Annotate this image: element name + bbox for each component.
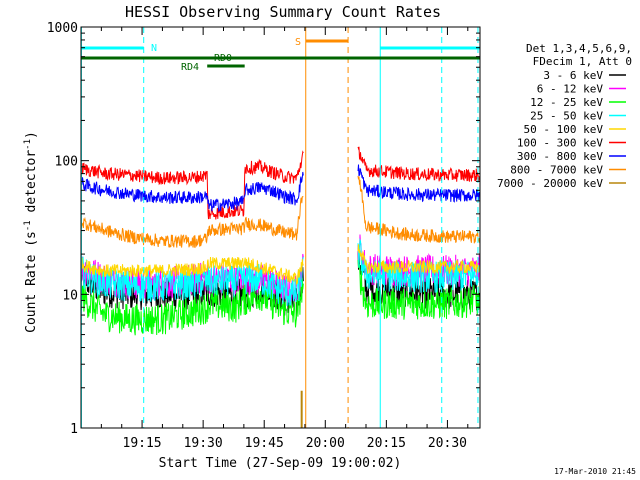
legend-label: 12 - 25 keV — [530, 96, 603, 109]
chart-title: HESSI Observing Summary Count Rates — [125, 3, 441, 21]
legend-header-2: FDecim 1, Att 0 — [533, 55, 632, 68]
legend-label: 3 - 6 keV — [543, 69, 603, 82]
series-line — [81, 164, 480, 213]
y-axis-label-sup2: -1 — [23, 139, 33, 150]
n-label: N — [151, 43, 157, 54]
s-label: S — [295, 37, 301, 48]
legend-label: 6 - 12 keV — [537, 83, 604, 96]
plot-area: S N RD0 RD4 1 10 100 1000 19:15 19:30 19:45 20:00 20… — [47, 21, 481, 451]
series-5 — [81, 146, 480, 220]
rd4-label: RD4 — [181, 62, 199, 73]
y-axis-label-mid: detector — [24, 150, 39, 221]
x-tick-label: 19:15 — [123, 436, 162, 451]
x-tick-label: 20:15 — [367, 436, 406, 451]
y-axis-label-sup1: -1 — [23, 220, 33, 231]
series-6 — [81, 164, 480, 213]
x-tick-label: 19:30 — [184, 436, 223, 451]
y-axis-label-end: ) — [24, 131, 39, 139]
x-tick-label: 20:00 — [306, 436, 345, 451]
y-tick-label: 100 — [55, 155, 78, 170]
y-axis-label-start: Count Rate (s — [24, 231, 39, 333]
legend-label: 7000 - 20000 keV — [497, 177, 603, 190]
y-tick-label: 10 — [62, 288, 78, 303]
series-2 — [81, 259, 480, 336]
legend-label: 25 - 50 keV — [530, 110, 603, 123]
legend: Det 1,3,4,5,6,9,FDecim 1, Att 03 - 6 keV… — [497, 42, 632, 190]
x-tick-label: 20:30 — [428, 436, 467, 451]
legend-label: 100 - 300 keV — [517, 137, 603, 150]
y-axis-label: Count Rate (s-1 detector-1) — [23, 131, 39, 333]
series-4 — [81, 244, 480, 285]
series-line — [81, 244, 480, 285]
x-axis-label: Start Time (27-Sep-09 19:00:02) — [159, 456, 402, 471]
series-line — [81, 146, 480, 220]
series-line — [81, 175, 480, 249]
timestamp: 17-Mar-2010 21:45 — [554, 467, 636, 476]
legend-label: 300 - 800 keV — [517, 150, 603, 163]
x-tick-label: 19:45 — [245, 436, 284, 451]
legend-label: 50 - 100 keV — [524, 123, 604, 136]
series-line — [81, 259, 480, 336]
legend-header-1: Det 1,3,4,5,6,9, — [526, 42, 632, 55]
plot-frame — [80, 26, 481, 429]
rd0-label: RD0 — [214, 53, 232, 64]
y-tick-label: 1000 — [47, 21, 78, 36]
series-7 — [81, 175, 480, 249]
legend-label: 800 - 7000 keV — [510, 164, 603, 177]
y-tick-label: 1 — [70, 422, 78, 437]
